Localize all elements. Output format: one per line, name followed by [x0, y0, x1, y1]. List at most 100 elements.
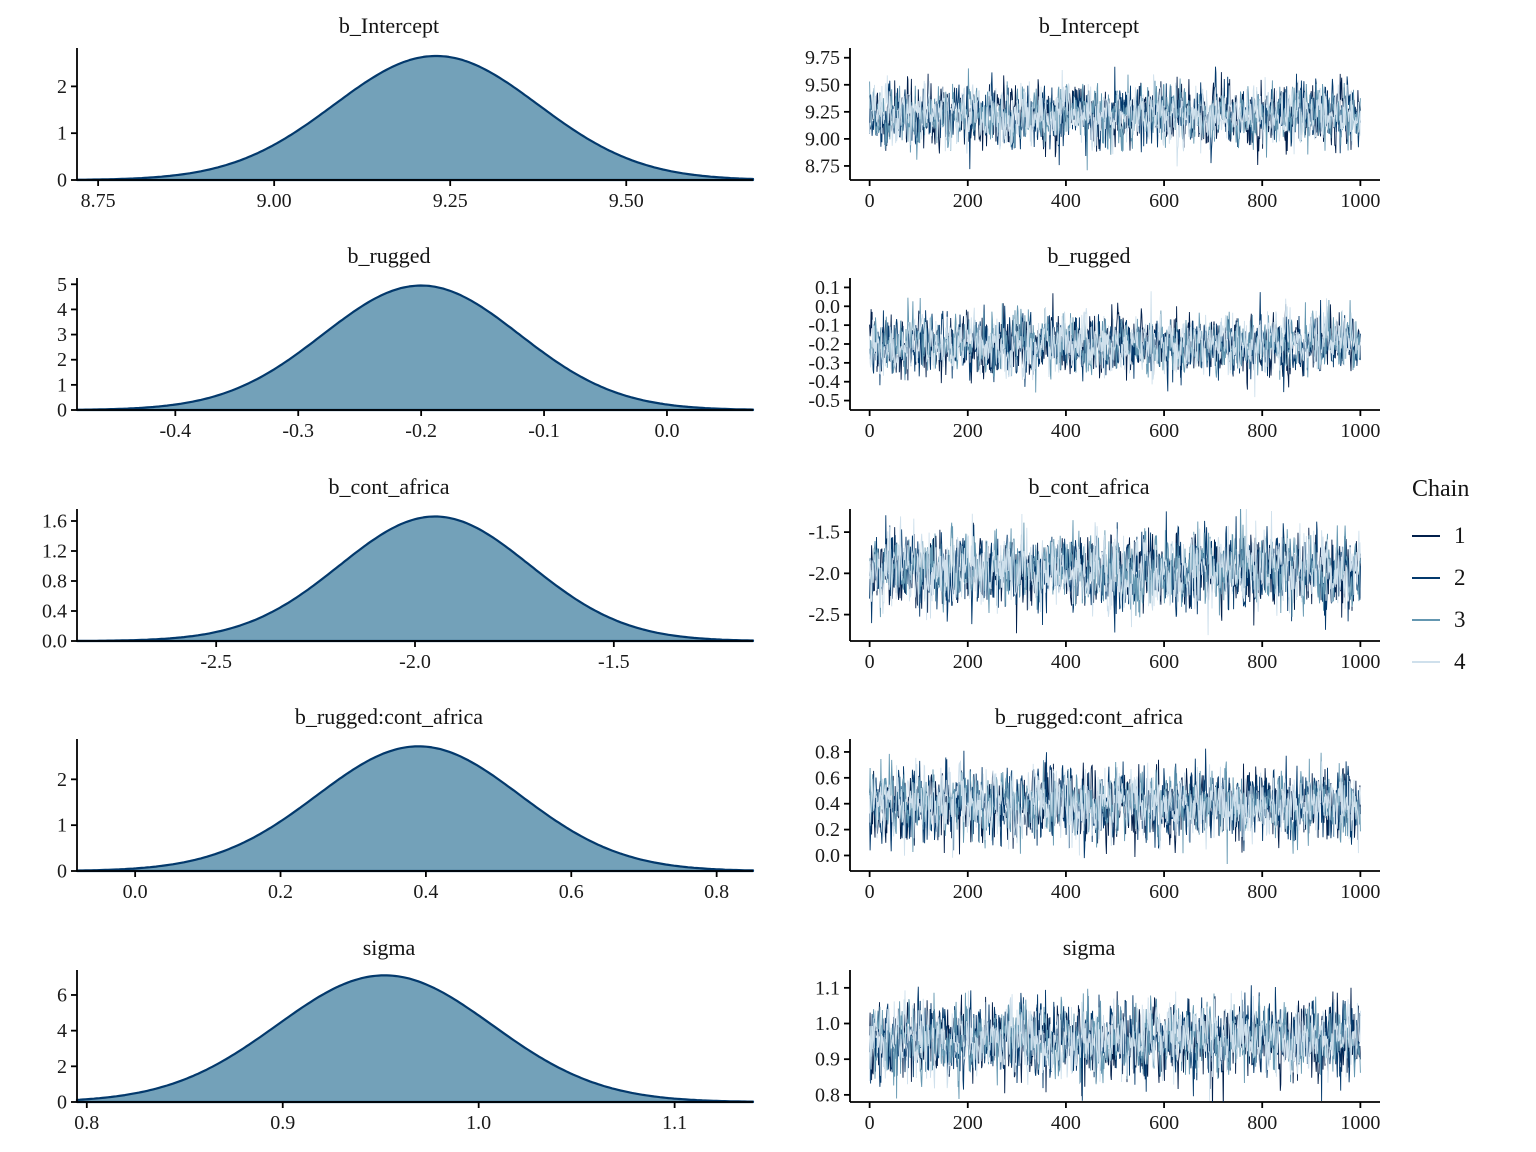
sigma-density-chart: 0.8 0.9 1.0 1.1 0 2 4 6 — [57, 969, 755, 1134]
svg-text:2: 2 — [57, 76, 67, 98]
svg-text:9.00: 9.00 — [257, 190, 292, 212]
svg-text:8.75: 8.75 — [805, 155, 840, 177]
svg-text:0.8: 0.8 — [74, 1112, 99, 1134]
svg-text:1: 1 — [57, 375, 67, 397]
panel-b-rugged-density: b_rugged -0.4 -0.3 -0.2 -0.1 0.0 0 1 2 3 4 5 — [0, 230, 778, 460]
panel-b-cont-africa-trace: b_cont_africa 0 200 400 600 800 1000 -1.5 -2.0 -… — [778, 461, 1400, 691]
svg-text:0.8: 0.8 — [704, 881, 729, 903]
svg-text:1.0: 1.0 — [466, 1112, 491, 1134]
svg-text:0.8: 0.8 — [815, 742, 840, 764]
svg-text:0.9: 0.9 — [815, 1048, 840, 1070]
panel-sigma-trace: sigma 0 200 400 600 800 1000 1.1 1.0 0.9 0.8 — [778, 922, 1400, 1152]
svg-text:4: 4 — [57, 299, 67, 321]
svg-text:800: 800 — [1247, 881, 1277, 903]
svg-text:1.2: 1.2 — [42, 540, 67, 562]
svg-text:-0.1: -0.1 — [528, 420, 560, 442]
svg-text:-0.1: -0.1 — [808, 315, 840, 337]
svg-text:-0.4: -0.4 — [159, 420, 191, 442]
svg-text:0: 0 — [865, 881, 875, 903]
svg-text:0.0: 0.0 — [815, 296, 840, 318]
svg-text:1: 1 — [57, 123, 67, 145]
panel-title-sigma-density: sigma — [362, 934, 416, 960]
svg-text:0.2: 0.2 — [815, 819, 840, 841]
legend-item-chain-3: 3 — [1412, 607, 1466, 633]
svg-text:-1.5: -1.5 — [598, 651, 630, 673]
svg-text:600: 600 — [1149, 881, 1179, 903]
svg-text:1.0: 1.0 — [815, 1013, 840, 1035]
b-intercept-density-chart: 8.75 9.00 9.25 9.50 0 1 2 — [57, 48, 755, 212]
legend-item-chain-4: 4 — [1412, 649, 1466, 675]
panel-title-b-cont-africa-density: b_cont_africa — [328, 473, 450, 499]
svg-text:3: 3 — [57, 324, 67, 346]
svg-text:1.6: 1.6 — [42, 510, 67, 532]
svg-text:-0.2: -0.2 — [405, 420, 437, 442]
svg-text:0.0: 0.0 — [42, 630, 67, 652]
b-rugged-cont-africa-trace-chart: 0 200 400 600 800 1000 0.8 0.6 0.4 0.2 0.0 — [815, 739, 1380, 903]
panel-title-b-cont-africa-trace: b_cont_africa — [1028, 473, 1150, 499]
svg-text:0.2: 0.2 — [268, 881, 293, 903]
svg-text:0: 0 — [865, 1112, 875, 1134]
svg-text:9.25: 9.25 — [433, 190, 468, 212]
svg-text:400: 400 — [1051, 881, 1081, 903]
svg-text:1000: 1000 — [1340, 881, 1380, 903]
panel-title-b-rugged-trace: b_rugged — [1047, 243, 1131, 269]
svg-text:200: 200 — [953, 651, 983, 673]
svg-text:9.50: 9.50 — [609, 190, 644, 212]
svg-text:1.1: 1.1 — [815, 977, 840, 999]
svg-text:800: 800 — [1247, 1112, 1277, 1134]
svg-text:800: 800 — [1247, 420, 1277, 442]
b-rugged-trace-chart: 0 200 400 600 800 1000 0.10.0-0.1-0.2-0.3-0.4-… — [808, 277, 1380, 442]
panel-b-intercept-trace: b_Intercept 0 200 400 600 800 1000 8.75 9.00 9.2… — [778, 0, 1400, 230]
svg-text:0.9: 0.9 — [270, 1112, 295, 1134]
legend-label-chain-1: 1 — [1454, 523, 1466, 549]
svg-text:0.4: 0.4 — [42, 600, 67, 622]
svg-text:800: 800 — [1247, 651, 1277, 673]
svg-text:0.6: 0.6 — [559, 881, 584, 903]
panel-sigma-density: sigma 0.8 0.9 1.0 1.1 0 2 4 6 — [0, 922, 778, 1152]
b-rugged-cont-africa-density-chart: 0.0 0.2 0.4 0.6 0.8 0 1 2 — [57, 739, 755, 903]
b-cont-africa-density-chart: -2.5 -2.0 -1.5 0.0 0.4 0.8 1.2 1.6 — [42, 508, 755, 673]
svg-text:1000: 1000 — [1340, 651, 1380, 673]
svg-text:-2.5: -2.5 — [808, 604, 840, 626]
svg-text:0: 0 — [57, 170, 67, 192]
b-rugged-density-chart: -0.4 -0.3 -0.2 -0.1 0.0 0 1 2 3 4 5 — [57, 274, 755, 442]
svg-text:0: 0 — [865, 651, 875, 673]
svg-text:9.25: 9.25 — [805, 101, 840, 123]
svg-text:-2.0: -2.0 — [399, 651, 431, 673]
legend-title: Chain — [1412, 476, 1470, 503]
b-cont-africa-trace-chart: 0 200 400 600 800 1000 -1.5 -2.0 -2.5 — [808, 508, 1380, 673]
svg-text:-0.2: -0.2 — [808, 334, 840, 356]
svg-text:6: 6 — [57, 984, 67, 1006]
svg-text:0.4: 0.4 — [815, 793, 840, 815]
svg-text:200: 200 — [953, 190, 983, 212]
svg-text:2: 2 — [57, 1055, 67, 1077]
svg-text:8.75: 8.75 — [81, 190, 116, 212]
b-intercept-trace-chart: 0 200 400 600 800 1000 8.75 9.00 9.25 9.50 9.75 — [805, 47, 1380, 212]
panel-title-sigma-trace: sigma — [1062, 934, 1116, 960]
svg-text:2: 2 — [57, 350, 67, 372]
svg-text:200: 200 — [953, 420, 983, 442]
svg-text:9.75: 9.75 — [805, 47, 840, 69]
svg-text:1: 1 — [57, 815, 67, 837]
chain-3-line-swatch — [1412, 619, 1440, 622]
svg-text:0.4: 0.4 — [413, 881, 438, 903]
svg-text:9.50: 9.50 — [805, 74, 840, 96]
svg-text:800: 800 — [1247, 190, 1277, 212]
panel-b-cont-africa-density: b_cont_africa -2.5 -2.0 -1.5 0.0 0.4 0.8 1.2 1.… — [0, 461, 778, 691]
panel-title-b-intercept-density: b_Intercept — [338, 13, 440, 38]
svg-text:-2.5: -2.5 — [200, 651, 232, 673]
panel-b-rugged-cont-africa-density: b_rugged:cont_africa 0.0 0.2 0.4 0.6 0.8 0 1 2 — [0, 691, 778, 921]
panel-title-b-intercept-trace: b_Intercept — [1038, 13, 1140, 38]
svg-text:600: 600 — [1149, 420, 1179, 442]
svg-text:0: 0 — [57, 861, 67, 883]
svg-text:600: 600 — [1149, 651, 1179, 673]
chain-2-line-swatch — [1412, 577, 1440, 580]
legend-label-chain-2: 2 — [1454, 565, 1466, 591]
panel-title-b-rugged-density: b_rugged — [347, 243, 431, 269]
svg-text:400: 400 — [1051, 420, 1081, 442]
svg-text:0: 0 — [57, 1091, 67, 1113]
svg-text:600: 600 — [1149, 1112, 1179, 1134]
svg-text:1000: 1000 — [1340, 420, 1380, 442]
svg-text:-0.5: -0.5 — [808, 390, 840, 412]
